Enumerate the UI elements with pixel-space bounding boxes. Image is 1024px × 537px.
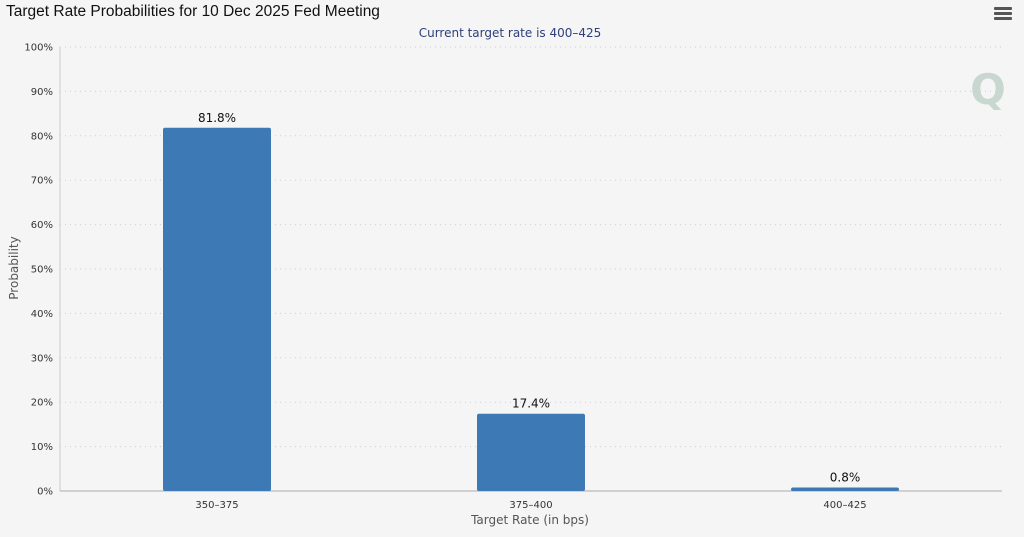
y-tick-label: 20% bbox=[31, 398, 53, 409]
x-tick-label: 400–425 bbox=[823, 500, 866, 511]
y-tick-label: 80% bbox=[31, 131, 53, 142]
y-tick-label: 90% bbox=[31, 87, 53, 98]
bar-375-400[interactable] bbox=[477, 413, 585, 491]
x-axis-title: Target Rate (in bps) bbox=[470, 513, 589, 527]
bar-350-375[interactable] bbox=[163, 127, 271, 492]
data-label-400-425: 0.8% bbox=[830, 470, 861, 484]
y-tick-label: 100% bbox=[24, 43, 53, 54]
x-tick-label: 375–400 bbox=[509, 500, 552, 511]
x-tick-label: 350–375 bbox=[195, 500, 238, 511]
y-tick-label: 50% bbox=[31, 265, 53, 276]
x-axis-ticks: 350–375 375–400 400–425 bbox=[195, 500, 866, 511]
data-label-350-375: 81.8% bbox=[198, 111, 236, 125]
y-tick-label: 70% bbox=[31, 176, 53, 187]
y-tick-label: 10% bbox=[31, 442, 53, 453]
menu-line bbox=[994, 12, 1012, 15]
watermark-letter: Q bbox=[970, 65, 1006, 114]
menu-line bbox=[994, 17, 1012, 20]
hamburger-menu-icon[interactable] bbox=[994, 7, 1012, 23]
grid-lines bbox=[60, 46, 1002, 448]
y-tick-label: 40% bbox=[31, 309, 53, 320]
bar-400-425[interactable] bbox=[791, 487, 899, 491]
y-tick-label: 0% bbox=[37, 487, 53, 498]
chart-title: Target Rate Probabilities for 10 Dec 202… bbox=[6, 3, 380, 20]
y-tick-label: 60% bbox=[31, 220, 53, 231]
y-axis-title: Probability bbox=[7, 236, 21, 299]
menu-line bbox=[994, 7, 1012, 10]
data-label-375-400: 17.4% bbox=[512, 397, 550, 411]
chart-subtitle: Current target rate is 400–425 bbox=[419, 26, 602, 40]
watermark-logo: Q bbox=[970, 65, 1006, 114]
bars: 81.8% 17.4% 0.8% bbox=[163, 111, 899, 492]
y-tick-label: 30% bbox=[31, 353, 53, 364]
y-axis-ticks: 0% 10% 20% 30% 40% 50% 60% 70% 80% 90% 100% bbox=[24, 43, 53, 498]
